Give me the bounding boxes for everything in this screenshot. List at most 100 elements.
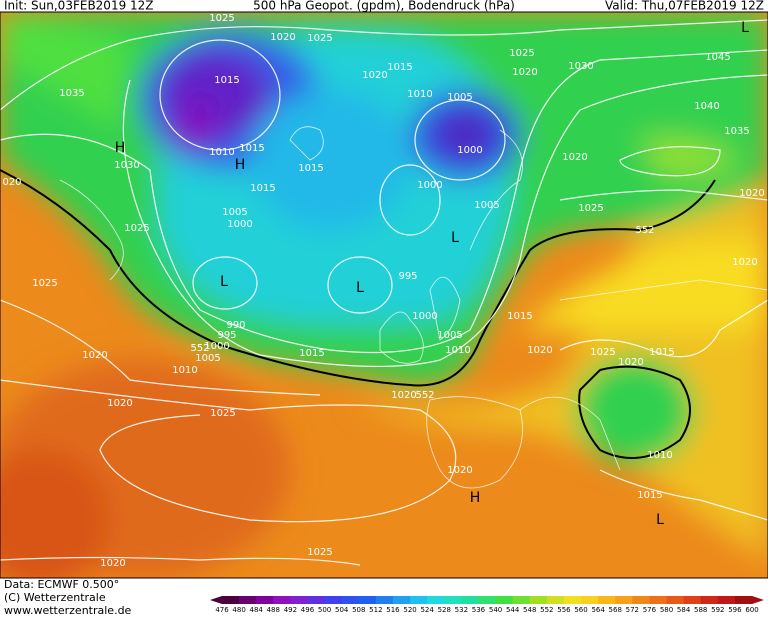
isobar-label: 1020: [527, 345, 552, 356]
colorbar-segment: [375, 596, 394, 604]
colorbar-segment: [632, 596, 650, 604]
colorbar-segment: [649, 596, 668, 604]
isobar-label: 552: [415, 390, 434, 401]
colorbar-tick-label: 532: [455, 606, 468, 614]
colorbar-tick-label: 496: [301, 606, 315, 614]
colorbar-tick-label: 520: [403, 606, 416, 614]
pressure-center: L: [656, 512, 664, 528]
colorbar-tick-label: 548: [523, 606, 536, 614]
isobar-label: 552: [635, 225, 654, 236]
colorbar-tick-label: 484: [250, 606, 264, 614]
isobar-label: 1005: [474, 200, 499, 211]
colorbar-tick-label: 492: [284, 606, 297, 614]
isobar-label: 1040: [694, 101, 719, 112]
isobar-label: 1015: [387, 62, 412, 73]
colorbar-tick-label: 500: [318, 606, 331, 614]
colorbar-segment: [734, 596, 753, 604]
colorbar-tick-label: 580: [660, 606, 673, 614]
colorbar-segment: [529, 596, 548, 604]
colorbar-tick-label: 516: [386, 606, 400, 614]
colorbar-tick-label: 568: [609, 606, 622, 614]
colorbar-segment: [273, 596, 291, 604]
isobar-label: 020: [2, 177, 21, 188]
isobar-label: 1015: [649, 347, 674, 358]
pressure-center: L: [451, 230, 459, 246]
colorbar-segment: [222, 596, 240, 604]
colorbar: 476 480 484 488 492 496 500 504 508 512 516 520 524 5…: [210, 596, 764, 614]
isobar-label: 1010: [209, 147, 234, 158]
isobar-label: 1000: [227, 219, 252, 230]
colorbar-segment: [615, 596, 633, 604]
isobar-label: 1015: [239, 143, 264, 154]
colorbar-segment: [700, 596, 719, 604]
isobar-label: 1025: [210, 408, 235, 419]
colorbar-segment: [563, 596, 582, 604]
colorbar-tick-label: 596: [728, 606, 742, 614]
colorbar-tick-label: 512: [369, 606, 382, 614]
colorbar-segment: [290, 596, 308, 604]
isobar-label: 1010: [647, 450, 672, 461]
isobar-label: 995: [398, 271, 417, 282]
isobar-label: 1010: [172, 365, 197, 376]
colorbar-tick-label: 524: [420, 606, 434, 614]
isobar-label: 1000: [204, 341, 229, 352]
isobar-label: 990: [226, 320, 245, 331]
field: [0, 12, 768, 578]
isobar-label: 1030: [568, 61, 593, 72]
colorbar-segment: [256, 596, 274, 604]
colorbar-tick-label: 588: [694, 606, 707, 614]
colorbar-tick-label: 544: [506, 606, 520, 614]
colorbar-segment: [324, 596, 343, 604]
isobar-label: 1025: [209, 13, 234, 24]
colorbar-segment: [478, 596, 497, 604]
colorbar-tick-label: 480: [232, 606, 245, 614]
isobar-label: 1020: [562, 152, 587, 163]
isobar-label: 1025: [124, 223, 149, 234]
colorbar-end: [210, 596, 222, 604]
data-source: Data: ECMWF 0.500°: [4, 578, 119, 591]
isobar-label: 1000: [417, 180, 442, 191]
isobar-label: 1015: [214, 75, 239, 86]
isobar-label: 1005: [222, 207, 247, 218]
isobar-label: 1020: [107, 398, 132, 409]
isobar-label: 1025: [32, 278, 57, 289]
colorbar-tick-label: 540: [489, 606, 502, 614]
colorbar-segment: [341, 596, 360, 604]
colorbar-tick-label: 508: [352, 606, 365, 614]
colorbar-segment: [546, 596, 565, 604]
isobar-label: 1025: [307, 33, 332, 44]
isobar-label: 552: [190, 343, 209, 354]
isobar-label: 1015: [298, 163, 323, 174]
colorbar-tick-label: 564: [591, 606, 605, 614]
colorbar-tick-label: 556: [557, 606, 571, 614]
isobar-label: 1015: [299, 348, 324, 359]
isobar-label: 1020: [391, 390, 416, 401]
colorbar-segment: [239, 596, 257, 604]
url: www.wetterzentrale.de: [4, 604, 132, 617]
colorbar-tick-label: 572: [626, 606, 639, 614]
isobar-label: 1020: [100, 558, 125, 569]
colorbar-tick-label: 600: [745, 606, 758, 614]
isobar-label: 1020: [618, 357, 643, 368]
isobar-label: 1020: [82, 350, 107, 361]
colorbar-segment: [392, 596, 411, 604]
isobar-label: 1025: [307, 547, 332, 558]
map-title: 500 hPa Geopot. (gpdm), Bodendruck (hPa): [253, 0, 515, 13]
colorbar-tick-label: 536: [472, 606, 486, 614]
isobar-label: 1005: [447, 92, 472, 103]
pressure-center: L: [356, 280, 364, 296]
colorbar-tick-label: 528: [438, 606, 451, 614]
pressure-center: L: [220, 274, 228, 290]
colorbar-tick-label: 560: [574, 606, 587, 614]
colorbar-tick-label: 476: [215, 606, 229, 614]
colorbar-segment: [666, 596, 685, 604]
isobar-label: 1025: [509, 48, 534, 59]
colorbar-segment: [410, 596, 428, 604]
colorbar-segment: [581, 596, 599, 604]
isobar-label: 1010: [445, 345, 470, 356]
colorbar-segment: [427, 596, 445, 604]
valid-time: Valid: Thu,07FEB2019 12Z: [605, 0, 764, 13]
isobar-label: 1015: [507, 311, 532, 322]
isobar-label: 1020: [512, 67, 537, 78]
